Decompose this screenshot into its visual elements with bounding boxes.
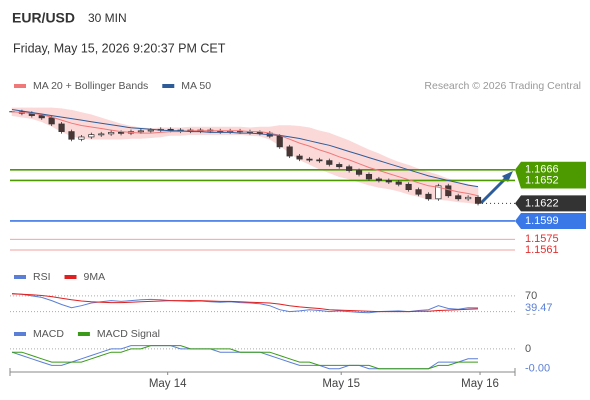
candle — [365, 174, 373, 180]
level-label-box — [515, 212, 586, 229]
series-line — [11, 293, 479, 314]
candle — [316, 159, 323, 162]
level-label: 1.1599 — [525, 215, 559, 227]
level-label: 1.1666 — [525, 164, 559, 176]
forecast-arrow — [479, 175, 509, 205]
candle — [355, 170, 363, 175]
legend-swatch — [64, 275, 77, 279]
macd-tick-label: 0 — [525, 343, 531, 355]
candle — [425, 193, 432, 200]
candle — [108, 132, 115, 135]
interval: 30 MIN — [88, 11, 127, 25]
macd-value-label: -0.00 — [525, 363, 550, 375]
candle — [474, 196, 482, 204]
legend-swatch — [14, 332, 26, 336]
legend-label: MACD — [33, 328, 64, 340]
candle — [296, 155, 303, 160]
level-label: 1.1652 — [525, 174, 559, 186]
candle — [385, 180, 392, 183]
candle — [48, 117, 55, 125]
level-label: 1.1561 — [525, 244, 559, 256]
candle — [346, 166, 353, 171]
series-line — [11, 293, 479, 313]
x-tick-label: May 16 — [461, 378, 499, 390]
candle — [88, 134, 95, 138]
candle — [306, 158, 313, 161]
forecast-arrowhead — [502, 171, 513, 182]
candle — [137, 130, 144, 133]
candle — [68, 131, 75, 140]
x-tick-label: May 14 — [149, 378, 187, 390]
candle — [98, 133, 105, 136]
candle — [256, 132, 263, 134]
candle — [395, 181, 402, 185]
series-line — [11, 111, 479, 197]
legend-swatch — [77, 332, 90, 336]
level-label-box — [515, 161, 586, 189]
subtitle: Friday, May 15, 2026 9:20:37 PM CET — [13, 41, 226, 55]
legend-label: RSI — [33, 271, 51, 283]
series-line — [12, 345, 478, 370]
candle — [147, 129, 154, 132]
candle — [445, 185, 452, 197]
candle — [465, 196, 472, 200]
rsi-value-label: 39.47 — [525, 302, 553, 314]
legend-swatch — [14, 84, 26, 88]
candle — [405, 183, 412, 190]
candle — [415, 189, 422, 195]
rsi-tick-label: 70 — [525, 290, 537, 302]
legend-label: MA 20 + Bollinger Bands — [33, 80, 148, 92]
level-label-box — [515, 195, 586, 212]
candle — [117, 132, 125, 134]
level-label: 1.1622 — [525, 197, 559, 209]
candle — [38, 115, 45, 119]
x-tick-label: May 15 — [322, 378, 360, 390]
legend-swatch — [14, 275, 26, 279]
level-label: 1.1575 — [525, 233, 559, 245]
series-line — [11, 109, 479, 188]
legend-label: MA 50 — [181, 80, 211, 92]
legend-label: MACD Signal — [97, 328, 160, 340]
candle — [375, 178, 382, 181]
legend-swatch — [162, 84, 175, 88]
candle — [435, 185, 442, 200]
source: Research © 2026 Trading Central — [424, 80, 581, 92]
candle — [286, 146, 293, 157]
candle — [455, 195, 462, 200]
legend-label: 9MA — [84, 271, 106, 283]
candle — [58, 123, 65, 132]
candle — [326, 160, 333, 165]
candle — [336, 164, 343, 168]
candle — [167, 128, 174, 131]
candle — [78, 136, 85, 140]
label-backdrop — [520, 301, 560, 314]
chart-title: EUR/USD — [12, 10, 75, 26]
candle — [276, 135, 283, 148]
